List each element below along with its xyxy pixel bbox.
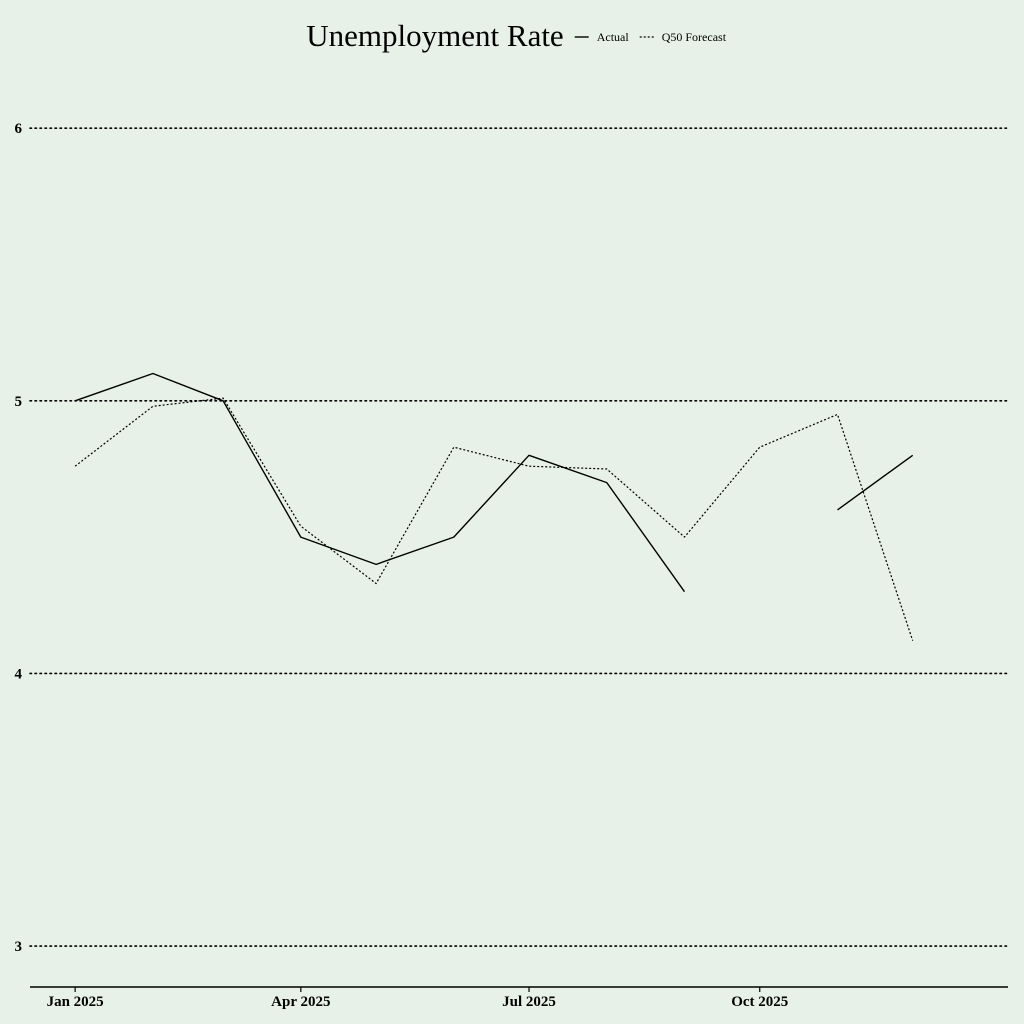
series-line-actual-1 <box>837 454 914 511</box>
legend-item-actual: Actual <box>574 30 630 44</box>
legend-label-q50-forecast: Q50 Forecast <box>662 30 727 44</box>
y-tick-label: 6 <box>15 121 23 137</box>
gridlines <box>29 127 1009 947</box>
series-q50-forecast <box>74 397 914 641</box>
series-line-actual-0 <box>74 372 686 593</box>
series-line-q50-forecast-0 <box>74 397 914 641</box>
y-tick-label: 5 <box>15 394 23 410</box>
chart-header: Unemployment Rate Actual Q50 Forecast <box>306 18 726 53</box>
chart-title: Unemployment Rate <box>306 18 563 53</box>
legend-item-q50-forecast: Q50 Forecast <box>639 30 727 44</box>
legend: Actual Q50 Forecast <box>574 30 727 44</box>
y-tick-label: 3 <box>15 939 23 955</box>
x-tick-label: Apr 2025 <box>271 994 330 1010</box>
y-tick-label: 4 <box>15 666 23 682</box>
series-actual <box>74 372 914 593</box>
legend-label-actual: Actual <box>597 30 630 44</box>
x-tick-label: Jan 2025 <box>47 994 104 1010</box>
x-tick-label: Jul 2025 <box>502 994 556 1010</box>
series <box>74 372 914 641</box>
x-axis: Jan 2025 Apr 2025 Jul 2025 Oct 2025 <box>47 987 788 1010</box>
y-axis: 3 4 5 6 <box>15 121 23 955</box>
x-tick-label: Oct 2025 <box>731 994 788 1010</box>
